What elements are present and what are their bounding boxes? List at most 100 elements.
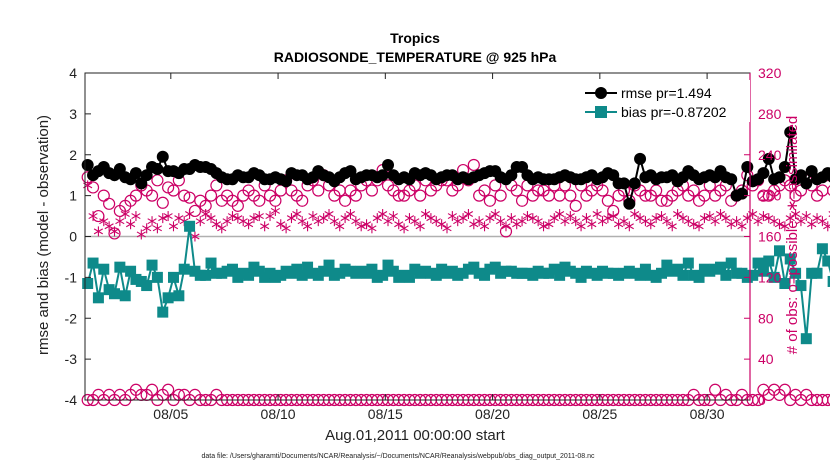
bias-point xyxy=(800,333,812,345)
series-3 xyxy=(83,180,830,242)
obs-assimilated-point xyxy=(297,216,307,227)
obs-assimilated-point xyxy=(367,223,377,234)
rmse-point xyxy=(725,173,738,186)
bias-point xyxy=(382,259,394,271)
obs-assimilated-point xyxy=(608,211,618,222)
plot-area xyxy=(85,73,750,400)
bias-point xyxy=(302,261,314,273)
obs-possible-point xyxy=(757,189,770,202)
y-right-tick-label: 120 xyxy=(758,269,782,285)
obs-assimilated-point xyxy=(372,213,382,224)
bias-point xyxy=(200,269,212,281)
obs-assimilated-point xyxy=(158,213,168,224)
obs-assimilated-point xyxy=(560,216,570,227)
bias-point xyxy=(366,263,378,275)
bias-point xyxy=(291,263,303,275)
bias-point xyxy=(323,259,335,271)
obs-assimilated-point xyxy=(731,216,742,227)
obs-possible-point xyxy=(569,199,582,212)
rmse-point xyxy=(784,126,797,139)
obs-assimilated-point xyxy=(120,209,130,220)
obs-possible-point xyxy=(129,189,143,202)
obs-assimilated-point xyxy=(249,213,259,224)
x-tick-label: 08/05 xyxy=(153,406,188,422)
bias-point xyxy=(243,269,255,281)
obs-assimilated-point xyxy=(544,219,554,230)
bias-point xyxy=(108,288,120,300)
y-axis-label: rmse and bias (model - observation) xyxy=(35,115,52,355)
obs-possible-point xyxy=(204,189,218,202)
rmse-point xyxy=(757,167,770,180)
bias-point xyxy=(119,290,131,302)
obs-assimilated-point xyxy=(533,216,543,227)
obs-assimilated-point xyxy=(823,221,830,232)
obs-assimilated-point xyxy=(281,223,291,234)
bias-point xyxy=(377,269,389,281)
obs-assimilated-point xyxy=(415,221,425,232)
obs-assimilated-point xyxy=(184,209,195,220)
obs-assimilated-point xyxy=(152,223,163,234)
obs-assimilated-point xyxy=(662,216,672,227)
obs-assimilated-point xyxy=(388,211,398,222)
obs-possible-point xyxy=(312,184,325,197)
obs-possible-point xyxy=(778,383,791,396)
obs-assimilated-point xyxy=(672,209,683,220)
rmse-point xyxy=(773,171,786,184)
rmse-point xyxy=(827,172,830,183)
bias-point xyxy=(725,257,737,269)
obs-assimilated-point xyxy=(383,216,393,227)
x-tick-label: 08/20 xyxy=(475,406,510,422)
x-tick-label: 08/25 xyxy=(582,406,617,422)
y-tick-label: 0 xyxy=(69,229,77,245)
obs-assimilated-point xyxy=(270,205,280,216)
x-tick-label: 08/15 xyxy=(368,406,403,422)
obs-assimilated-point xyxy=(447,211,457,222)
legend-bias-marker xyxy=(595,106,607,118)
obs-assimilated-point xyxy=(115,216,125,227)
obs-possible-point xyxy=(510,184,523,197)
obs-possible-point xyxy=(253,194,266,207)
obs-assimilated-point xyxy=(227,211,238,222)
obs-assimilated-point xyxy=(168,221,179,232)
obs-assimilated-point xyxy=(93,226,104,237)
series-layer xyxy=(81,126,830,407)
obs-assimilated-point xyxy=(565,211,575,222)
bias-point xyxy=(554,269,566,281)
y-tick-label: 3 xyxy=(69,106,77,122)
obs-possible-point xyxy=(231,199,244,212)
obs-assimilated-point xyxy=(308,211,318,222)
obs-assimilated-point xyxy=(753,216,763,227)
obs-possible-point xyxy=(365,184,379,197)
obs-assimilated-point xyxy=(522,211,533,222)
obs-assimilated-point xyxy=(592,209,602,220)
bias-point xyxy=(157,306,169,318)
y-tick-label: -1 xyxy=(65,269,78,285)
bias-point xyxy=(693,271,705,283)
obs-assimilated-point xyxy=(790,209,801,220)
obs-assimilated-point xyxy=(624,221,634,232)
bias-point xyxy=(795,280,807,292)
obs-possible-point xyxy=(467,158,480,172)
obs-possible-point xyxy=(296,194,309,207)
obs-assimilated-point xyxy=(206,213,216,224)
obs-assimilated-point xyxy=(796,216,806,227)
obs-assimilated-point xyxy=(399,223,409,234)
obs-assimilated-point xyxy=(217,223,227,234)
bias-point xyxy=(779,278,791,290)
y-right-tick-label: 80 xyxy=(758,310,774,326)
obs-assimilated-point xyxy=(356,221,366,232)
obs-assimilated-point xyxy=(378,209,388,220)
obs-assimilated-point xyxy=(576,221,586,232)
obs-assimilated-point xyxy=(479,221,490,232)
bias-point xyxy=(205,257,217,269)
obs-assimilated-point xyxy=(715,209,726,220)
obs-assimilated-point xyxy=(496,216,506,227)
obs-assimilated-point xyxy=(211,219,221,230)
y-right-tick-label: 240 xyxy=(758,147,782,163)
obs-assimilated-point xyxy=(104,221,114,232)
obs-possible-point xyxy=(145,189,159,202)
legend-box xyxy=(582,80,750,122)
obs-assimilated-point xyxy=(394,219,404,230)
obs-assimilated-point xyxy=(345,209,356,220)
rmse-point xyxy=(129,167,142,180)
